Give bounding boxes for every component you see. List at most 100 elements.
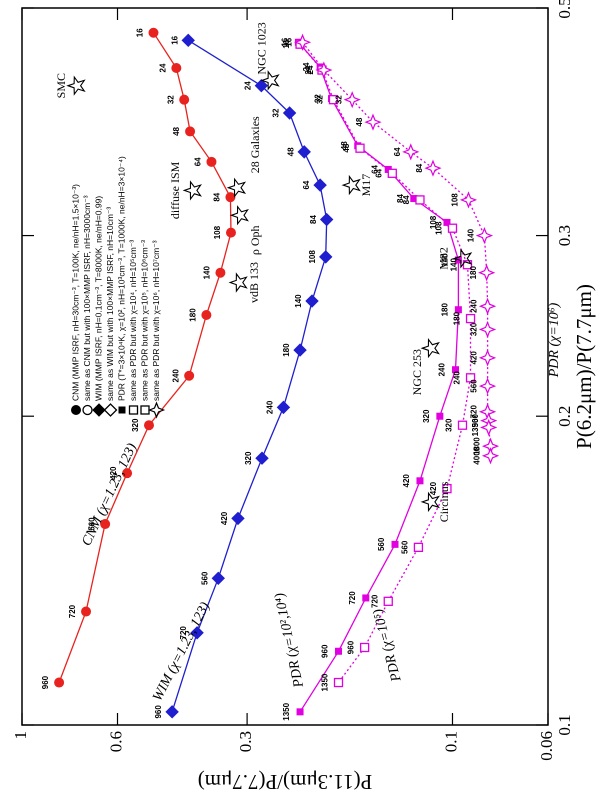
y-tick-label: 1: [11, 731, 30, 740]
point-label: 420: [402, 474, 411, 488]
plot-frame: [21, 7, 549, 726]
point-label: 560: [200, 571, 209, 585]
data-point: [231, 511, 245, 526]
point-label: 140: [467, 228, 476, 242]
legend-label: CNM (MMP ISRF, nH=30cm⁻³, T=100K, ne/nH=…: [70, 184, 80, 401]
data-point: [415, 195, 425, 205]
object-star: [420, 338, 440, 359]
legend-label: same as WIM but with 100×MMP ISRF, nH=10…: [105, 207, 115, 401]
point-label: 960: [471, 413, 480, 427]
data-point: [206, 156, 217, 167]
data-point: [457, 420, 468, 430]
point-label: 48: [340, 141, 349, 150]
point-label: 320: [470, 322, 479, 336]
data-point: [436, 412, 444, 420]
series-line: [297, 41, 460, 713]
point-label: 1350: [471, 418, 480, 436]
point-label: 140: [294, 294, 303, 308]
point-label: 960: [154, 705, 163, 719]
object-star: [226, 177, 247, 198]
point-label: 108: [213, 225, 222, 239]
data-point: [359, 642, 370, 653]
point-label: 32: [334, 95, 343, 104]
x-tick-label: 0.3: [555, 225, 574, 246]
point-label: 140: [440, 253, 449, 267]
point-label: 720: [370, 594, 379, 608]
data-point: [362, 594, 370, 602]
point-label: 32: [272, 108, 281, 117]
y-axis-label: P(11.3μm)/P(7.7μm): [198, 770, 373, 794]
point-label: 16: [281, 37, 290, 46]
point-label: 960: [321, 644, 330, 658]
data-point: [181, 33, 195, 48]
object-label: NGC 1023: [255, 22, 269, 74]
series-name: WIM (χ=1.23, 123): [150, 600, 213, 704]
data-point: [387, 168, 397, 178]
object-star: [260, 70, 280, 91]
object-star: [228, 272, 248, 293]
data-point: [478, 264, 496, 282]
point-label: 420: [429, 481, 438, 495]
point-label: 180: [453, 311, 462, 325]
data-point: [334, 647, 342, 655]
object-star: [341, 174, 361, 196]
point-label: 48: [342, 143, 351, 152]
point-label: 64: [194, 157, 203, 166]
legend-label: PDR (T*=3×10⁴K, χ=10², nH=10³cm⁻³, T=100…: [116, 156, 126, 401]
series-name: PDR (χ=10⁶): [547, 302, 562, 378]
point-label: 420: [220, 511, 229, 525]
data-point: [315, 61, 333, 79]
x-tick-label: 0.2: [555, 406, 574, 427]
point-label: 180: [282, 343, 291, 357]
point-label: 84: [309, 215, 318, 224]
data-point: [478, 403, 497, 421]
point-label: 240: [438, 362, 447, 376]
data-point: [81, 606, 92, 617]
object-star: [453, 248, 473, 269]
legend-marker: [118, 406, 126, 414]
data-point: [122, 468, 133, 479]
point-label: 24: [302, 62, 311, 71]
legend-marker: [103, 403, 118, 417]
legend-marker: [82, 404, 93, 416]
data-point: [143, 420, 154, 431]
data-point: [148, 27, 159, 38]
point-label: 320: [445, 418, 454, 432]
x-tick-label: 0.1: [555, 714, 574, 735]
legend-label: same as PDR but with χ=10⁶, nH=10⁷cm⁻³: [151, 240, 161, 401]
point-label: 64: [302, 180, 311, 189]
point-label: 48: [172, 126, 181, 135]
data-point: [402, 143, 420, 161]
point-label: 4000: [473, 446, 482, 464]
rotated-plot: 0.10.20.30.50.060.10.30.61P(6.2μm)/P(7.7…: [11, 0, 596, 794]
point-label: 16: [282, 39, 291, 48]
point-label: 108: [435, 221, 444, 235]
data-point: [201, 310, 212, 321]
data-point: [383, 596, 393, 606]
data-point: [442, 483, 452, 494]
object-label: vdB 133: [247, 262, 261, 303]
point-label: 24: [243, 81, 252, 90]
legend-label: same as PDR but with χ=10⁴, nH=10⁵cm⁻³: [128, 240, 138, 401]
object-star: [229, 205, 249, 226]
data-point: [179, 94, 190, 105]
point-label: 720: [348, 591, 357, 605]
point-label: 240: [470, 299, 479, 313]
data-point: [364, 113, 382, 131]
object-label: SMC: [54, 73, 68, 98]
legend-label: WIM (MMP ISRF, nH=0.1cm⁻³, T=8000K, ne/n…: [93, 196, 103, 401]
y-tick-label: 0.3: [236, 731, 255, 752]
legend-marker: [128, 405, 139, 415]
object-label: Circinus: [437, 481, 451, 522]
point-label: 64: [370, 164, 379, 173]
object-label: M17: [359, 174, 373, 197]
y-tick-label: 0.1: [441, 731, 460, 752]
data-point: [297, 145, 311, 159]
point-label: 320: [244, 451, 253, 465]
point-label: 560: [377, 537, 386, 551]
series-name: PDR (χ=10²,10⁴): [272, 591, 307, 690]
data-point: [465, 373, 476, 383]
data-point: [452, 366, 460, 374]
x-axis-label: P(6.2μm)/P(7.7μm): [572, 284, 596, 449]
